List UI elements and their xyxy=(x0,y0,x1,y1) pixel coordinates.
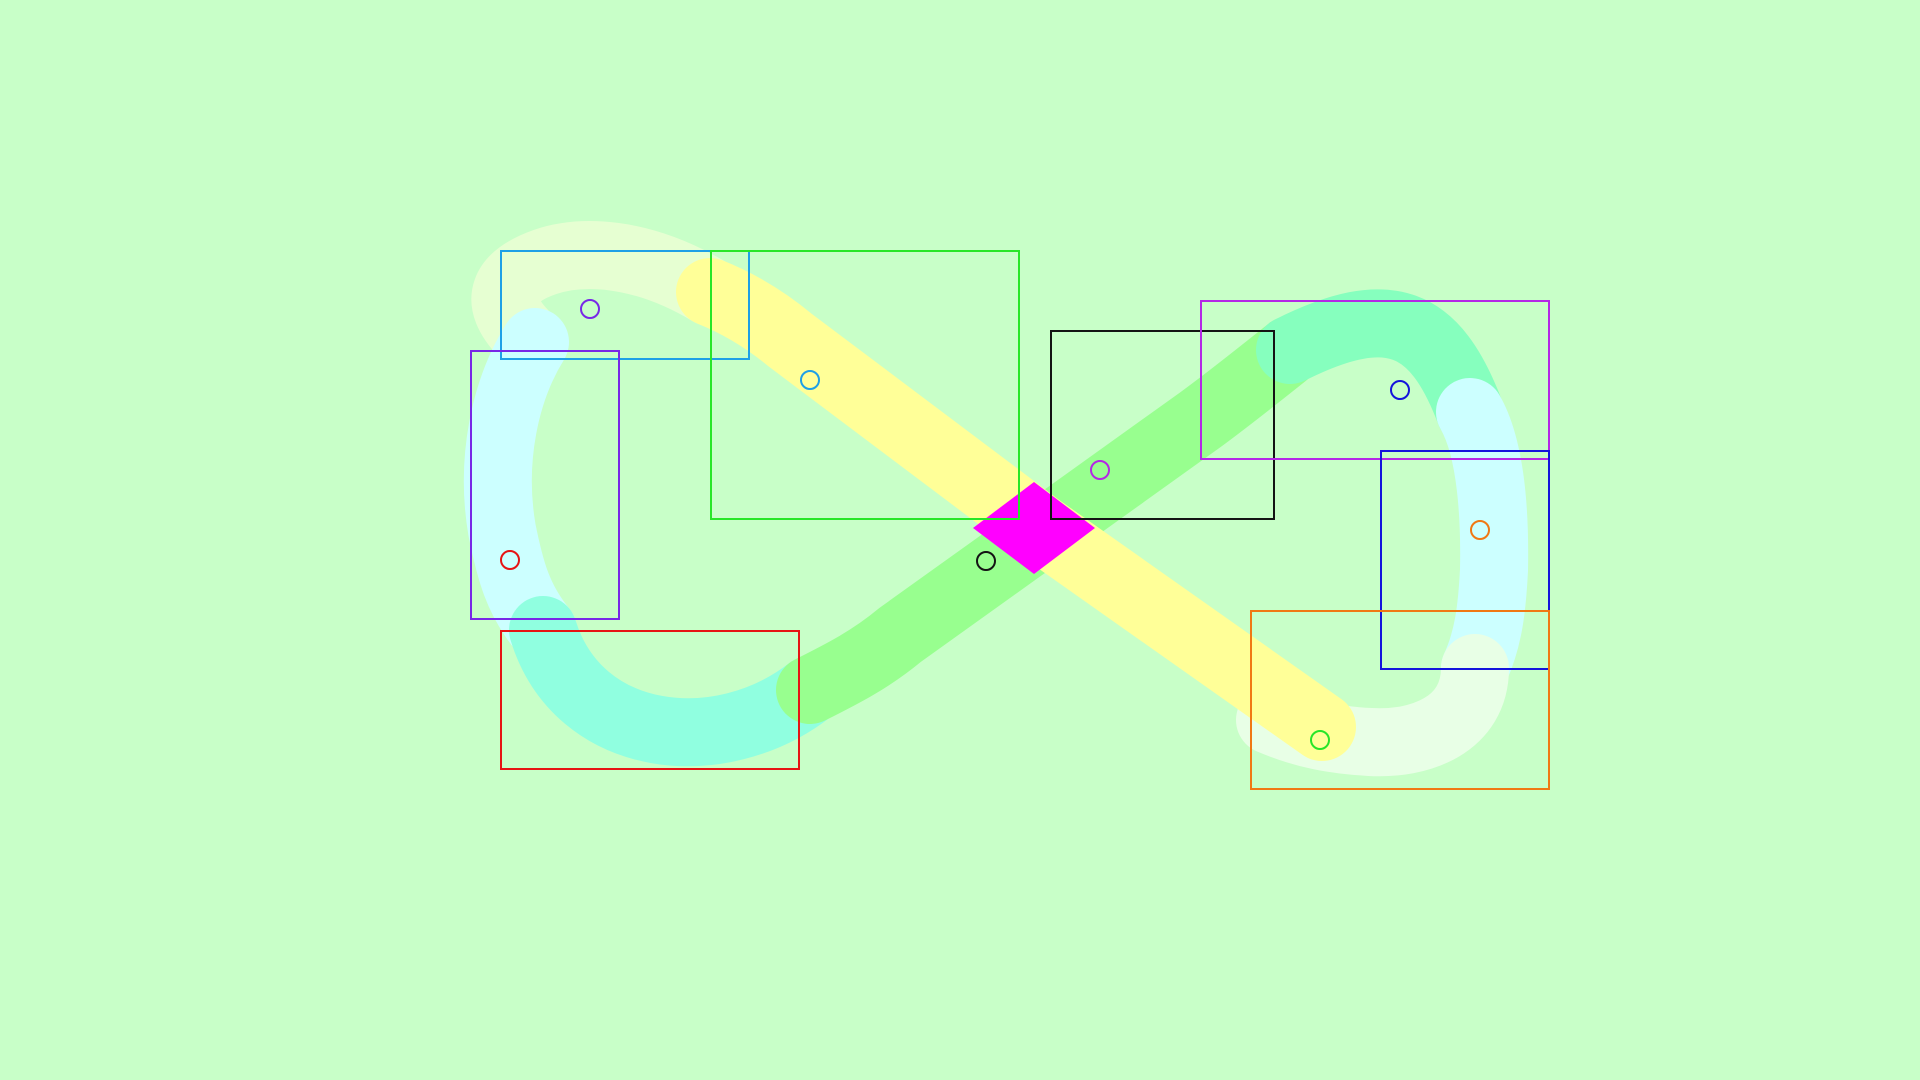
track-segment-upper-right-arc xyxy=(1256,289,1504,446)
region-box-right xyxy=(1380,450,1550,670)
circle-markers xyxy=(500,299,1490,750)
circle-marker-center xyxy=(976,551,996,571)
circle-marker-bottom-right xyxy=(1310,730,1330,750)
track-segment-left-vertical xyxy=(463,308,577,664)
track-segment-upper-left-arc xyxy=(471,221,744,369)
region-box-left xyxy=(470,350,620,620)
region-boxes xyxy=(470,250,1550,790)
region-box-top-center xyxy=(710,250,1020,520)
region-box-bottom-left xyxy=(500,630,800,770)
center-diamond-marker xyxy=(973,482,1095,574)
circle-marker-top-center xyxy=(800,370,820,390)
circle-marker-center-right xyxy=(1090,460,1110,480)
circle-marker-right xyxy=(1470,520,1490,540)
track-segment-lower-left-arc xyxy=(509,596,844,767)
circle-marker-top-right xyxy=(1390,380,1410,400)
figure-eight-track xyxy=(463,221,1529,777)
region-box-top-left xyxy=(500,250,750,360)
circle-marker-top-left xyxy=(580,299,600,319)
region-box-center-right xyxy=(1050,330,1275,520)
track-segment-center-falling-band xyxy=(676,258,1356,761)
circle-marker-left xyxy=(500,550,520,570)
region-box-bottom-right xyxy=(1250,610,1550,790)
region-box-top-right xyxy=(1200,300,1550,460)
